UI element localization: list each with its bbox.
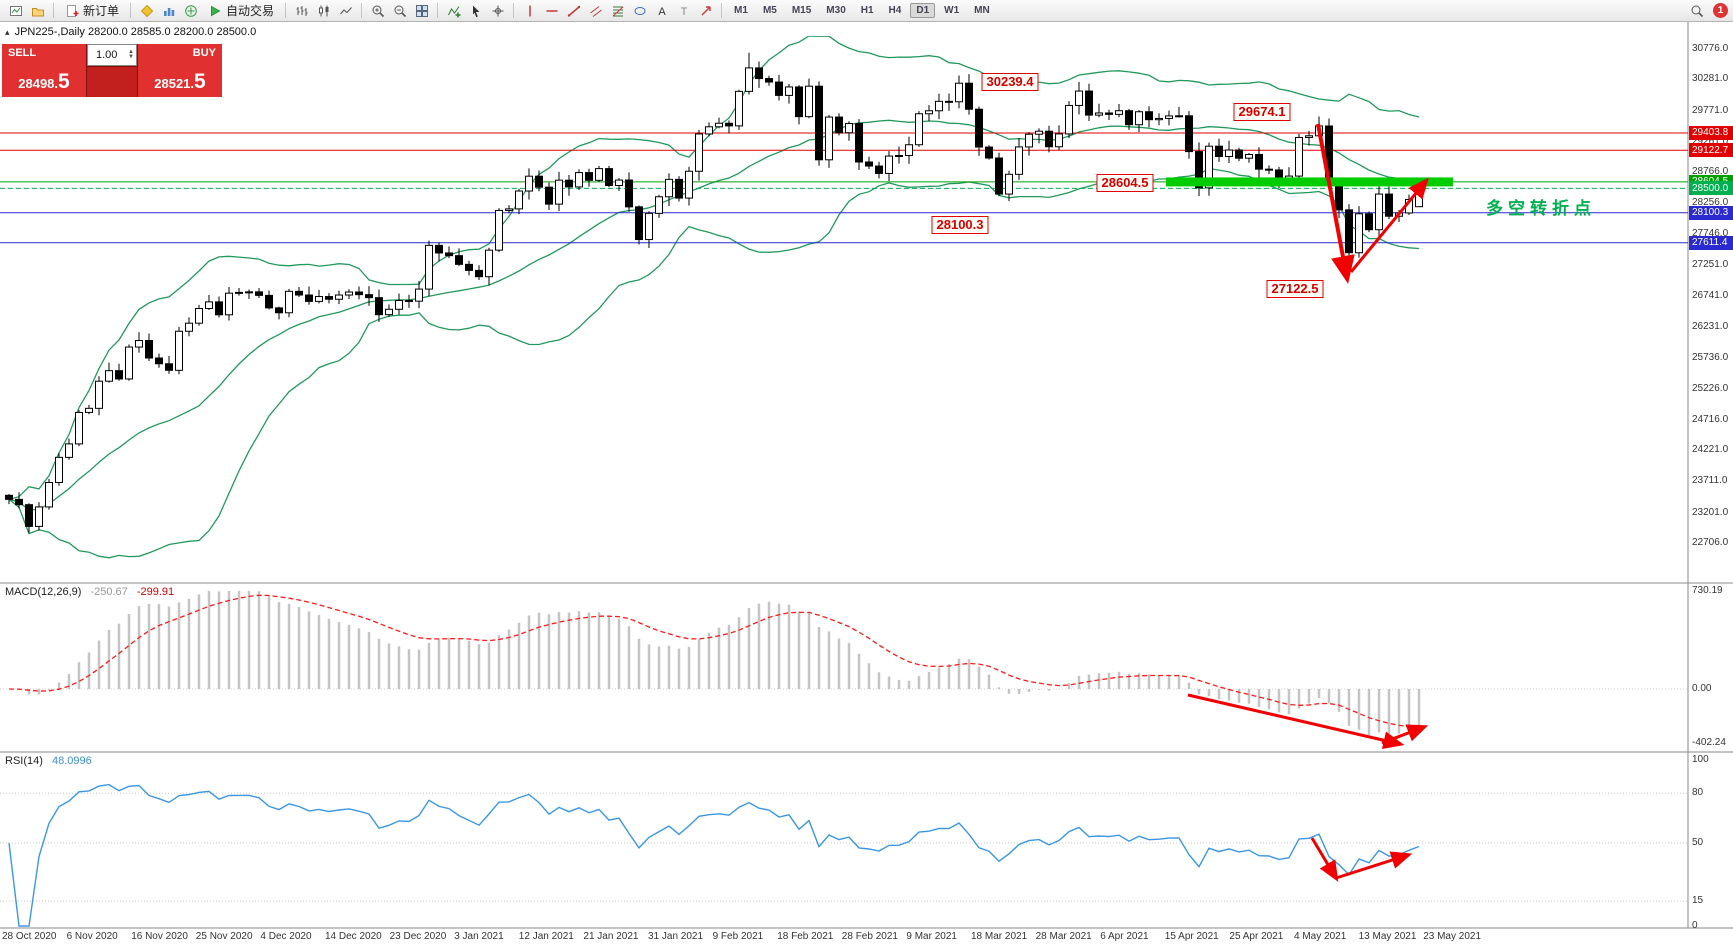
timeframe-m15[interactable]: M15 [791,5,812,16]
buy-price: 28521.5 [154,70,206,93]
ohlc-low: 28200.0 [173,26,214,38]
label-tool-icon[interactable]: T [673,2,694,20]
new-order-button[interactable]: 新订单 [59,2,125,20]
support-zone-bar [1166,177,1453,187]
spinner-up-icon: ▲ [128,49,134,55]
timeframe-m5[interactable]: M5 [762,5,777,16]
navigator-icon[interactable] [180,2,201,20]
profiles-icon[interactable] [27,2,48,20]
bar-chart-icon[interactable] [291,2,312,20]
notification-badge[interactable]: 1 [1713,3,1728,18]
macd-header: MACD(12,26,9) -250.67 -299.91 [5,586,174,598]
new-order-label: 新订单 [83,4,120,18]
toolbar-separator [130,3,132,18]
ohlc-open: 28200.0 [87,26,128,38]
zoom-in-icon[interactable] [367,2,388,20]
sell-price: 28498.5 [18,70,70,93]
price-drop-arrow [1316,123,1355,284]
crosshair-icon[interactable] [487,2,508,20]
zoom-out-icon[interactable] [389,2,410,20]
rsi-down-arrow [1310,837,1339,882]
macd-signal-value: -299.91 [136,586,175,598]
price-rebound-arrow [1349,177,1429,273]
symbol-icon: ▴ [5,27,10,37]
market-watch-icon[interactable] [158,2,179,20]
volume-spinner[interactable]: ▲ ▼ [128,49,134,60]
buy-label: BUY [192,47,216,59]
flag-29674[interactable]: 29674.1 [1233,103,1291,121]
macd-down-arrow [1187,693,1405,750]
arrows-tool-icon[interactable] [695,2,716,20]
timeframe-m1[interactable]: M1 [734,5,748,16]
main-toolbar: 新订单 自动交易 A T [0,0,1733,22]
line-chart-icon[interactable] [335,2,356,20]
main-pane [8,36,1420,559]
rsi-line [8,783,1420,927]
macd-up-arrow [1381,724,1429,745]
ohlc-close: 28500.0 [216,26,257,38]
bollinger-upper [8,36,1420,501]
search-icon[interactable] [1686,2,1707,20]
fibonacci-icon[interactable] [607,2,628,20]
autotrading-play-icon [211,5,221,16]
timeframe-mn[interactable]: MN [974,5,990,16]
tile-windows-icon[interactable] [411,2,432,20]
sell-label: SELL [8,47,37,59]
spinner-down-icon: ▼ [128,54,134,60]
horizontal-line-icon[interactable] [541,2,562,20]
timeframe-h4[interactable]: H4 [888,5,902,16]
rsi-name: RSI(14) [5,755,43,767]
candlestick-chart-icon[interactable] [313,2,334,20]
shapes-icon[interactable] [629,2,650,20]
candlestick-series [5,52,1423,534]
rsi-up-arrow [1335,851,1413,880]
ohlc-high: 28585.0 [130,26,171,38]
rsi-pane [8,783,1420,927]
rsi-header: RSI(14) 48.0996 [5,755,92,767]
one-click-trading-panel: SELL 28498.5 1.00 ▲ ▼ BUY 28521.5 [2,44,222,97]
rsi-value: 48.0996 [51,755,92,767]
symbol-period: JPN225-,Daily [14,26,85,38]
macd-signal-line [8,594,1420,728]
macd-name: MACD(12,26,9) [5,586,82,598]
channel-icon[interactable] [585,2,606,20]
cursor-icon[interactable] [465,2,486,20]
text-tool-icon[interactable]: A [651,2,672,20]
toolbar-separator [285,3,287,18]
toolbar-separator [513,3,515,18]
timeframe-w1[interactable]: W1 [944,5,960,16]
macd-pane [8,590,1421,736]
timeframe-d1[interactable]: D1 [910,3,936,18]
sell-button[interactable]: SELL 28498.5 [2,44,86,97]
volume-value: 1.00 [96,49,118,61]
autotrading-button[interactable]: 自动交易 [202,2,280,20]
toolbar-separator [437,3,439,18]
bollinger-lower [8,167,1420,559]
symbol-ohlc-header: ▴ JPN225-,Daily 28200.0 28585.0 28200.0 … [5,26,256,38]
flag-28100[interactable]: 28100.3 [931,216,989,234]
new-order-icon [67,4,79,17]
indicators-icon[interactable] [443,2,464,20]
volume-field[interactable]: 1.00 ▲ ▼ [87,44,137,66]
timeframe-h1[interactable]: H1 [860,5,874,16]
toolbar-separator [53,3,54,18]
metaeditor-icon[interactable] [136,2,157,20]
toolbar-separator [721,3,723,18]
buy-button[interactable]: BUY 28521.5 [138,44,222,97]
flag-30239[interactable]: 30239.4 [981,73,1039,91]
macd-main-value: -250.67 [90,586,128,598]
flag-28604[interactable]: 28604.5 [1096,174,1154,192]
flag-27122[interactable]: 27122.5 [1266,280,1324,298]
chart-window-icon[interactable] [5,2,26,20]
svg-text:A: A [658,6,666,18]
timeframe-m30[interactable]: M30 [826,5,846,16]
svg-text:T: T [680,6,687,18]
vertical-line-icon[interactable] [519,2,540,20]
trade-panel-filler [87,67,137,97]
autotrading-label: 自动交易 [226,4,275,18]
trendline-icon[interactable] [563,2,584,20]
toolbar-separator [361,3,363,18]
